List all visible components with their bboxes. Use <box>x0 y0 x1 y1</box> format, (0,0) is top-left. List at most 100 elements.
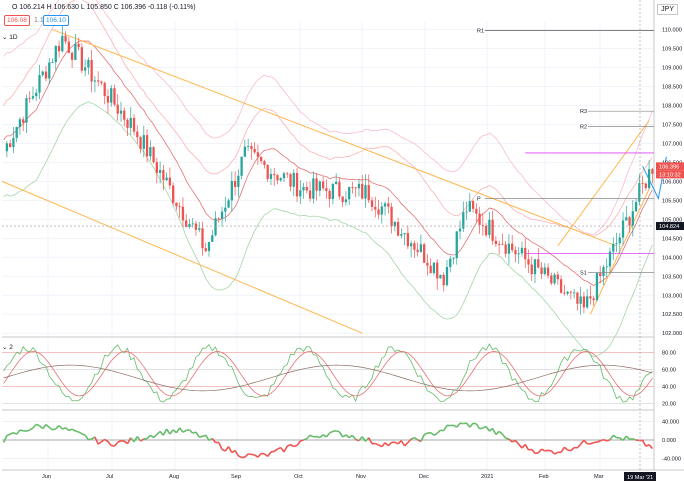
candle[interactable] <box>194 223 198 230</box>
candle[interactable] <box>116 104 119 114</box>
candle[interactable] <box>449 258 452 268</box>
candle[interactable] <box>354 187 357 189</box>
candle[interactable] <box>35 92 38 97</box>
candle[interactable] <box>621 220 625 238</box>
buy-price-box[interactable]: 106.10 <box>43 15 69 26</box>
candle[interactable] <box>494 240 498 245</box>
candle[interactable] <box>514 250 517 255</box>
candle[interactable] <box>87 59 90 68</box>
candle[interactable] <box>442 274 445 286</box>
candle[interactable] <box>595 273 599 301</box>
candle[interactable] <box>455 231 458 259</box>
candle[interactable] <box>103 82 106 96</box>
candle[interactable] <box>152 147 155 163</box>
candle[interactable] <box>227 200 230 208</box>
candle[interactable] <box>295 172 299 197</box>
candle[interactable] <box>556 274 559 280</box>
candle[interactable] <box>586 296 589 308</box>
candle[interactable] <box>416 249 419 252</box>
candle[interactable] <box>364 185 367 199</box>
candle[interactable] <box>501 244 504 246</box>
candle[interactable] <box>566 291 569 294</box>
candle[interactable] <box>113 88 116 105</box>
candle[interactable] <box>237 175 240 187</box>
candle[interactable] <box>230 180 233 201</box>
candle[interactable] <box>582 296 586 308</box>
candle[interactable] <box>507 243 511 254</box>
candle[interactable] <box>276 175 279 181</box>
candle[interactable] <box>67 41 70 53</box>
candle[interactable] <box>341 196 344 203</box>
sell-price-box[interactable]: 106.08 <box>4 15 30 26</box>
candle[interactable] <box>511 243 514 251</box>
candle[interactable] <box>380 206 383 215</box>
candle[interactable] <box>9 143 12 148</box>
candle[interactable] <box>458 228 462 232</box>
candle[interactable] <box>651 169 654 174</box>
candle[interactable] <box>263 161 266 165</box>
candle[interactable] <box>302 187 305 191</box>
candle[interactable] <box>618 237 621 244</box>
candle[interactable] <box>452 258 455 259</box>
candle[interactable] <box>168 177 172 186</box>
candle[interactable] <box>429 265 432 274</box>
candle[interactable] <box>641 183 644 184</box>
candle[interactable] <box>423 244 426 263</box>
candle[interactable] <box>533 259 537 275</box>
candle[interactable] <box>90 59 93 82</box>
candle[interactable] <box>608 251 612 267</box>
candle[interactable] <box>178 206 181 208</box>
candle[interactable] <box>413 243 416 250</box>
candle[interactable] <box>243 146 247 157</box>
candle[interactable] <box>576 292 579 304</box>
candle[interactable] <box>321 181 325 189</box>
candle[interactable] <box>57 45 61 52</box>
candle[interactable] <box>328 191 331 200</box>
candle[interactable] <box>201 228 204 249</box>
candle[interactable] <box>198 228 201 230</box>
candle[interactable] <box>158 170 162 173</box>
candle[interactable] <box>335 181 338 185</box>
candle[interactable] <box>592 298 595 301</box>
candle[interactable] <box>132 117 136 132</box>
candle[interactable] <box>100 81 103 83</box>
candle[interactable] <box>631 211 634 226</box>
candle[interactable] <box>393 221 396 227</box>
candle[interactable] <box>351 186 354 188</box>
cursor-date-tag[interactable] <box>624 472 656 481</box>
candle[interactable] <box>211 235 214 242</box>
candle[interactable] <box>233 180 237 187</box>
candle[interactable] <box>279 178 282 181</box>
candle[interactable] <box>145 135 149 157</box>
candle[interactable] <box>546 267 550 276</box>
candle[interactable] <box>188 224 191 227</box>
candle[interactable] <box>48 62 51 79</box>
collapse-icon[interactable]: ⌄ <box>2 34 10 41</box>
candle[interactable] <box>250 146 253 149</box>
candle[interactable] <box>540 267 543 274</box>
candle[interactable] <box>286 173 289 175</box>
candle[interactable] <box>559 279 563 293</box>
candle[interactable] <box>22 119 25 123</box>
candle[interactable] <box>266 164 269 179</box>
candle[interactable] <box>550 275 553 284</box>
candle[interactable] <box>390 206 393 227</box>
candle[interactable] <box>70 52 74 60</box>
candle[interactable] <box>344 199 348 203</box>
candle[interactable] <box>260 156 263 162</box>
candle[interactable] <box>625 217 628 221</box>
candle[interactable] <box>563 292 566 294</box>
candle[interactable] <box>634 202 638 212</box>
candle[interactable] <box>5 143 9 152</box>
candle[interactable] <box>299 190 302 197</box>
candle[interactable] <box>383 203 387 207</box>
candle[interactable] <box>465 211 468 213</box>
candle[interactable] <box>488 219 491 236</box>
candle[interactable] <box>602 267 605 276</box>
candle[interactable] <box>318 181 321 191</box>
candle[interactable] <box>484 225 488 236</box>
candle[interactable] <box>83 67 87 71</box>
candle[interactable] <box>28 98 31 99</box>
candle[interactable] <box>357 183 361 189</box>
candle[interactable] <box>436 262 439 279</box>
